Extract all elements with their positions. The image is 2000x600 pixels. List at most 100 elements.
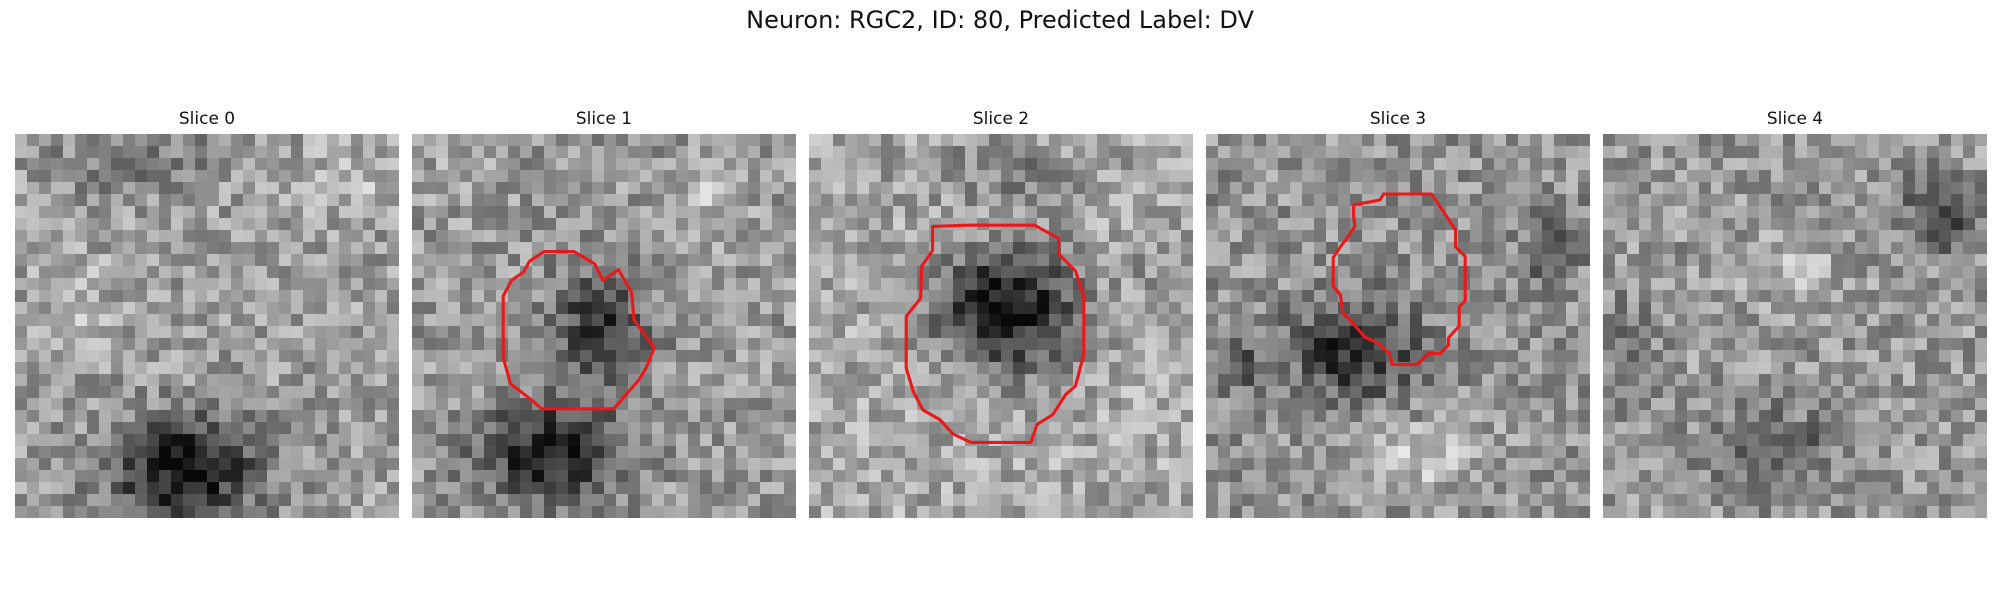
pixel bbox=[339, 206, 352, 219]
pixel bbox=[520, 482, 533, 495]
pixel bbox=[1939, 302, 1952, 315]
pixel bbox=[881, 314, 894, 327]
pixel bbox=[1386, 326, 1399, 339]
pixel bbox=[1302, 350, 1315, 363]
pixel bbox=[1374, 494, 1387, 507]
pixel bbox=[1242, 434, 1255, 447]
pixel bbox=[1795, 230, 1808, 243]
pixel bbox=[496, 446, 509, 459]
pixel bbox=[1109, 254, 1122, 267]
pixel bbox=[1783, 422, 1796, 435]
pixel bbox=[63, 206, 76, 219]
pixel bbox=[845, 422, 858, 435]
pixel bbox=[845, 266, 858, 279]
pixel bbox=[1759, 302, 1772, 315]
pixel bbox=[652, 386, 665, 399]
pixel bbox=[1242, 182, 1255, 195]
pixel bbox=[1145, 374, 1158, 387]
pixel bbox=[448, 506, 461, 518]
pixel bbox=[1651, 422, 1664, 435]
pixel bbox=[472, 326, 485, 339]
pixel bbox=[99, 182, 112, 195]
pixel bbox=[508, 458, 521, 471]
pixel bbox=[1639, 422, 1652, 435]
pixel bbox=[1759, 170, 1772, 183]
pixel bbox=[640, 386, 653, 399]
pixel bbox=[1578, 434, 1590, 447]
pixel bbox=[1518, 458, 1531, 471]
pixel bbox=[989, 494, 1002, 507]
pixel bbox=[1530, 422, 1543, 435]
pixel bbox=[1314, 374, 1327, 387]
pixel bbox=[1927, 302, 1940, 315]
pixel bbox=[1314, 230, 1327, 243]
pixel bbox=[905, 266, 918, 279]
pixel bbox=[1410, 134, 1423, 147]
pixel bbox=[1975, 242, 1987, 255]
pixel bbox=[412, 362, 425, 375]
pixel bbox=[1061, 482, 1074, 495]
pixel bbox=[893, 482, 906, 495]
pixel bbox=[881, 302, 894, 315]
pixel bbox=[1218, 170, 1231, 183]
slice-image-3 bbox=[1206, 134, 1590, 518]
pixel bbox=[1831, 146, 1844, 159]
pixel bbox=[809, 362, 822, 375]
slice-image-2 bbox=[809, 134, 1193, 518]
pixel bbox=[688, 494, 701, 507]
pixel bbox=[1278, 338, 1291, 351]
pixel bbox=[99, 146, 112, 159]
pixel bbox=[845, 326, 858, 339]
pixel bbox=[1206, 506, 1219, 518]
pixel bbox=[123, 290, 136, 303]
pixel bbox=[1181, 338, 1193, 351]
pixel bbox=[1615, 350, 1628, 363]
pixel bbox=[123, 386, 136, 399]
pixel bbox=[881, 494, 894, 507]
pixel bbox=[183, 386, 196, 399]
pixel bbox=[1771, 254, 1784, 267]
pixel bbox=[255, 386, 268, 399]
pixel bbox=[279, 422, 292, 435]
pixel bbox=[1061, 158, 1074, 171]
pixel bbox=[1699, 218, 1712, 231]
pixel bbox=[412, 194, 425, 207]
pixel bbox=[496, 482, 509, 495]
pixel bbox=[1663, 266, 1676, 279]
pixel bbox=[1903, 242, 1916, 255]
pixel bbox=[1254, 386, 1267, 399]
pixel bbox=[1314, 146, 1327, 159]
pixel bbox=[1145, 158, 1158, 171]
pixel bbox=[1326, 446, 1339, 459]
pixel bbox=[652, 158, 665, 171]
pixel bbox=[219, 278, 232, 291]
pixel bbox=[1338, 410, 1351, 423]
pixel bbox=[207, 326, 220, 339]
pixel bbox=[640, 206, 653, 219]
pixel bbox=[1807, 278, 1820, 291]
pixel bbox=[327, 242, 340, 255]
pixel bbox=[1314, 470, 1327, 483]
pixel bbox=[424, 422, 437, 435]
pixel bbox=[171, 230, 184, 243]
pixel bbox=[1278, 458, 1291, 471]
pixel bbox=[1109, 302, 1122, 315]
pixel bbox=[1001, 446, 1014, 459]
pixel bbox=[436, 194, 449, 207]
pixel bbox=[448, 194, 461, 207]
pixel bbox=[941, 158, 954, 171]
pixel bbox=[568, 278, 581, 291]
pixel bbox=[772, 242, 785, 255]
pixel bbox=[1891, 254, 1904, 267]
pixel bbox=[857, 254, 870, 267]
pixel bbox=[1302, 182, 1315, 195]
pixel bbox=[1109, 182, 1122, 195]
pixel bbox=[291, 338, 304, 351]
pixel bbox=[1422, 422, 1435, 435]
pixel bbox=[784, 410, 796, 423]
pixel bbox=[544, 230, 557, 243]
pixel bbox=[231, 434, 244, 447]
pixel bbox=[1458, 362, 1471, 375]
pixel bbox=[1735, 146, 1748, 159]
pixel bbox=[580, 398, 593, 411]
